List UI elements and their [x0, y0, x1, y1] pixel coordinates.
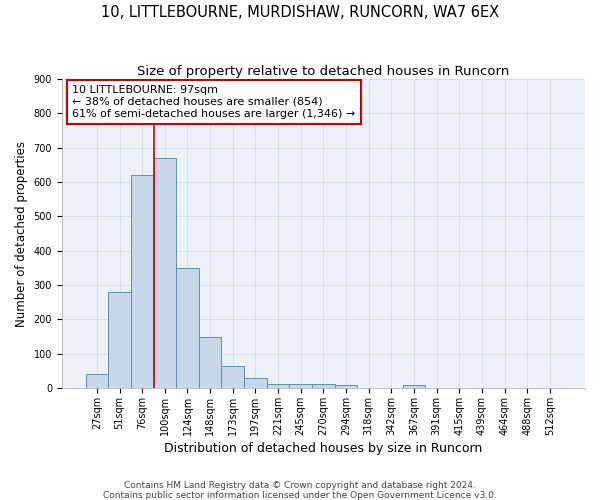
Bar — [154, 158, 176, 388]
Bar — [86, 374, 108, 388]
Bar — [176, 268, 199, 388]
Text: 10, LITTLEBOURNE, MURDISHAW, RUNCORN, WA7 6EX: 10, LITTLEBOURNE, MURDISHAW, RUNCORN, WA… — [101, 5, 499, 20]
Bar — [131, 176, 154, 388]
Text: Contains HM Land Registry data © Crown copyright and database right 2024.
Contai: Contains HM Land Registry data © Crown c… — [103, 480, 497, 500]
Bar — [244, 378, 267, 388]
Bar — [221, 366, 244, 388]
Title: Size of property relative to detached houses in Runcorn: Size of property relative to detached ho… — [137, 65, 509, 78]
Bar — [199, 337, 221, 388]
Y-axis label: Number of detached properties: Number of detached properties — [15, 140, 28, 326]
Bar — [403, 386, 425, 388]
Bar — [289, 384, 312, 388]
Bar — [267, 384, 289, 388]
Text: 10 LITTLEBOURNE: 97sqm
← 38% of detached houses are smaller (854)
61% of semi-de: 10 LITTLEBOURNE: 97sqm ← 38% of detached… — [72, 86, 355, 118]
Bar — [108, 292, 131, 388]
Bar — [312, 384, 335, 388]
X-axis label: Distribution of detached houses by size in Runcorn: Distribution of detached houses by size … — [164, 442, 482, 455]
Bar — [335, 384, 358, 388]
